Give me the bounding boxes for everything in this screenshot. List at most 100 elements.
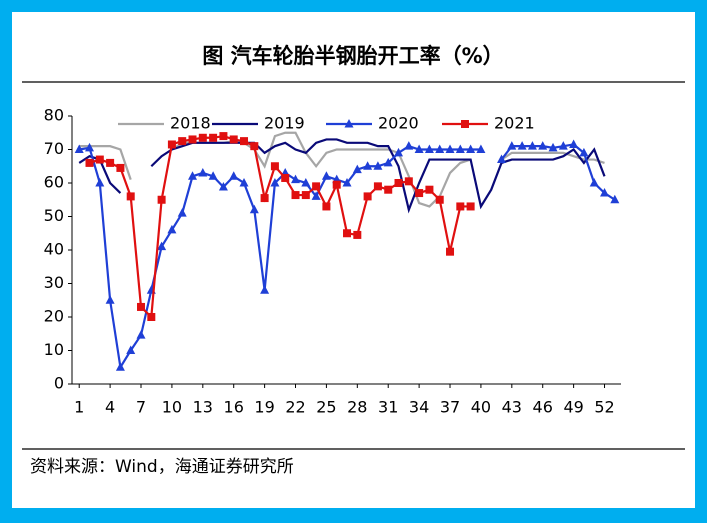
point-marker — [466, 144, 476, 153]
point-marker — [517, 141, 527, 150]
point-marker — [281, 173, 290, 182]
point-marker — [260, 194, 269, 203]
y-tick-label: 70 — [44, 139, 64, 158]
point-marker — [250, 142, 259, 151]
x-tick-label: 40 — [471, 398, 491, 417]
point-marker — [415, 189, 424, 198]
point-marker — [229, 171, 239, 180]
x-tick-label: 28 — [347, 398, 367, 417]
point-marker — [95, 155, 104, 164]
point-marker — [363, 192, 372, 201]
point-marker — [600, 188, 610, 197]
point-marker — [579, 147, 589, 157]
point-marker — [177, 208, 187, 217]
x-tick-label: 34 — [409, 398, 429, 417]
point-marker — [445, 144, 455, 153]
point-marker — [414, 144, 424, 153]
point-marker — [198, 133, 207, 142]
series-line — [79, 131, 605, 208]
point-marker — [270, 162, 279, 171]
point-marker — [404, 141, 414, 150]
point-marker — [404, 177, 413, 186]
point-marker — [363, 161, 373, 170]
legend-marker — [344, 119, 354, 128]
point-marker — [435, 144, 445, 153]
y-tick-label: 10 — [44, 340, 64, 359]
point-marker — [312, 182, 321, 191]
point-marker — [383, 157, 393, 167]
point-marker — [260, 285, 270, 294]
point-marker — [157, 241, 167, 251]
point-marker — [301, 178, 311, 187]
y-tick-label: 50 — [44, 206, 64, 225]
y-tick-label: 0 — [54, 374, 64, 393]
x-tick-label: 19 — [254, 398, 274, 417]
point-marker — [219, 132, 228, 141]
point-marker — [456, 202, 465, 211]
y-tick-label: 80 — [44, 106, 64, 125]
point-marker — [352, 164, 362, 174]
x-tick-label: 43 — [502, 398, 522, 417]
x-tick-label: 49 — [563, 398, 583, 417]
point-marker — [126, 345, 136, 354]
source: 资料来源：Wind，海通证券研究所 — [30, 457, 294, 477]
point-marker — [466, 202, 475, 211]
point-marker — [270, 178, 280, 187]
x-tick-label: 7 — [136, 398, 146, 417]
x-tick-label: 25 — [316, 398, 336, 417]
point-marker — [343, 229, 352, 238]
point-marker — [116, 163, 125, 172]
point-marker — [85, 158, 94, 167]
legend-label: 2019 — [264, 114, 305, 133]
y-tick-label: 20 — [44, 307, 64, 326]
x-tick-label: 10 — [162, 398, 182, 417]
chart-title: 图 汽车轮胎半钢胎开工率（%） — [202, 44, 503, 68]
point-marker — [538, 141, 548, 150]
series-line — [89, 134, 471, 320]
point-marker — [208, 171, 218, 180]
point-marker — [115, 362, 125, 371]
point-marker — [105, 295, 115, 304]
point-marker — [229, 135, 238, 144]
x-tick-label: 16 — [224, 398, 244, 417]
x-tick-label: 46 — [533, 398, 553, 417]
point-marker — [301, 191, 310, 200]
point-marker — [394, 147, 404, 157]
point-marker — [425, 185, 434, 194]
x-tick-label: 4 — [105, 398, 115, 417]
x-tick-label: 52 — [594, 398, 614, 417]
y-tick-label: 60 — [44, 173, 64, 192]
point-marker — [291, 174, 301, 184]
point-marker — [455, 144, 465, 153]
point-marker — [188, 135, 197, 144]
point-marker — [610, 194, 620, 204]
point-marker — [435, 195, 444, 204]
point-marker — [373, 182, 382, 191]
series-line — [79, 143, 616, 371]
y-tick-label: 30 — [44, 273, 64, 292]
point-marker — [353, 230, 362, 239]
legend-label: 2021 — [494, 114, 535, 133]
point-marker — [321, 171, 331, 180]
point-marker — [322, 202, 331, 211]
point-marker — [106, 158, 115, 167]
point-marker — [137, 302, 146, 311]
x-tick-label: 37 — [440, 398, 460, 417]
point-marker — [249, 204, 259, 214]
point-marker — [147, 313, 156, 321]
point-marker — [394, 179, 403, 187]
point-marker — [589, 178, 599, 187]
point-marker — [198, 167, 208, 177]
point-marker — [507, 141, 517, 150]
point-marker — [209, 133, 218, 142]
x-tick-label: 13 — [193, 398, 213, 417]
point-marker — [188, 171, 198, 180]
point-marker — [527, 141, 537, 150]
point-marker — [424, 144, 434, 153]
point-marker — [476, 144, 486, 153]
point-marker — [136, 330, 146, 339]
legend-label: 2020 — [378, 114, 419, 133]
point-marker — [332, 180, 341, 189]
